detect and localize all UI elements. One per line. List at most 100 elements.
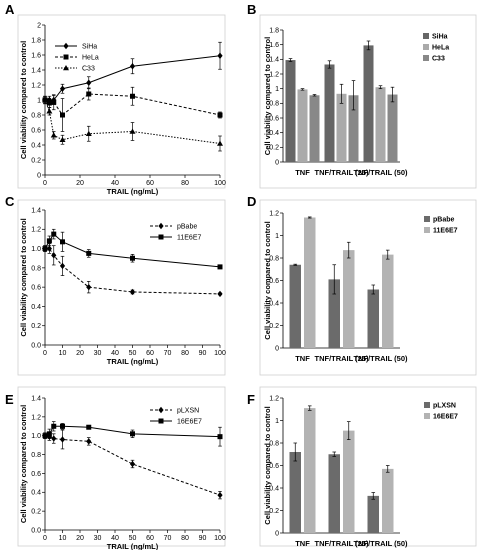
y-axis-label: Cell viability compared to control [263,37,272,155]
x-category-label: TNF/TRAIL (50) [353,168,408,177]
bar-hela [336,93,347,162]
y-tick-label: 0.8 [269,101,279,108]
y-tick-label: 0.6 [31,285,41,292]
y-tick-label: 0.6 [31,471,41,478]
y-tick-label: 0.2 [269,323,279,330]
legend-label: 16E6E7 [433,414,458,421]
y-tick-label: 0 [275,530,279,537]
y-tick-label: 0.2 [269,145,279,152]
legend-swatch [424,402,430,408]
x-tick-label: 20 [76,535,84,542]
series-11e6e7 [42,228,223,270]
data-point [51,252,57,259]
x-tick-label: 10 [59,535,67,542]
y-tick-label: 1.2 [31,82,41,89]
y-tick-label: 0.8 [31,112,41,119]
x-category-label: TNF/TRAIL (25) [314,354,369,363]
data-point [217,140,223,146]
panel-frame [259,199,477,376]
panel-b [259,14,477,189]
data-point [46,108,53,114]
x-category-label: TNF [295,539,310,548]
bar-siha [285,60,296,162]
bar-11e6e7 [343,250,355,348]
y-axis-label: Cell viability compared to control [19,41,28,159]
y-tick-label: 0.2 [31,509,41,516]
x-tick-label: 20 [76,180,84,187]
bar-c33 [309,95,320,162]
y-tick-label: 0 [275,159,279,166]
y-tick-label: 0.4 [31,490,41,497]
legend-marker [63,65,69,71]
data-point [42,433,48,439]
legend-marker [158,234,164,240]
bar-hela [375,87,386,162]
data-point [86,424,92,430]
x-tick-label: 100 [214,535,226,542]
data-point [51,435,57,442]
bar-11e6e7 [382,254,394,348]
data-point [130,93,135,99]
legend-label: SiHa [82,44,97,51]
legend-swatch [424,413,430,419]
x-tick-label: 40 [111,180,119,187]
y-tick-label: 0.4 [269,485,279,492]
x-tick-label: 0 [43,535,47,542]
y-tick-label: 1.4 [31,67,41,74]
x-tick-label: 40 [111,535,119,542]
panel-label: F [247,392,255,407]
bar-16e6e7 [304,408,316,533]
y-tick-label: 0.6 [269,115,279,122]
legend-marker [63,54,69,60]
x-tick-label: 50 [129,350,137,357]
y-tick-label: 1.6 [269,42,279,49]
bar-16e6e7 [382,468,394,533]
legend-label: 11E6E7 [177,235,201,242]
legend-marker [158,222,164,230]
y-tick-label: 0.2 [31,323,41,330]
data-point [42,97,48,103]
legend-label: HeLa [82,55,99,62]
data-point [130,431,135,437]
series-pbabe [42,243,223,298]
panel-frame [17,199,226,376]
x-tick-label: 60 [146,350,154,357]
bar-siha [324,64,335,162]
x-tick-label: 90 [199,535,207,542]
legend-swatch [424,216,430,222]
y-tick-label: 1 [37,97,41,104]
x-axis-label: TRAIL (ng/mL) [107,187,159,196]
bar-c33 [348,95,359,162]
data-point [217,434,223,440]
panel-label: E [5,392,14,407]
panel-a [17,14,226,189]
data-point [42,246,48,252]
series-plxsn [42,429,223,500]
legend-swatch [423,44,429,50]
bar-c33 [387,94,398,162]
data-point [129,288,136,296]
data-point [60,239,65,245]
y-tick-label: 2 [37,22,41,29]
y-tick-label: 1.2 [31,227,41,234]
y-tick-label: 0.0 [31,342,41,349]
x-category-label: TNF [295,168,310,177]
x-tick-label: 50 [129,535,137,542]
legend-marker [158,406,164,414]
data-point [59,436,66,443]
y-tick-label: 0.6 [269,278,279,285]
y-tick-label: 1.4 [31,207,41,214]
y-tick-label: 0.4 [31,304,41,311]
legend-label: pBabe [433,217,455,224]
data-point [86,438,92,445]
legend-marker [158,418,164,424]
x-tick-label: 30 [94,535,102,542]
x-category-label: TNF/TRAIL (50) [353,539,408,548]
legend-label: C33 [432,56,445,63]
x-tick-label: 100 [214,180,226,187]
y-tick-label: 0.4 [269,130,279,137]
data-point [51,99,57,105]
y-tick-label: 1 [275,86,279,93]
x-tick-label: 60 [146,180,154,187]
